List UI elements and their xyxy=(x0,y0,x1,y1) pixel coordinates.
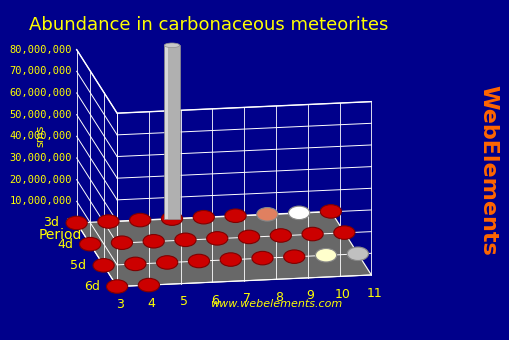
Text: www.webelements.com: www.webelements.com xyxy=(209,299,341,309)
Text: 8: 8 xyxy=(274,291,282,304)
Ellipse shape xyxy=(347,247,367,260)
Text: 20,000,000: 20,000,000 xyxy=(9,175,72,185)
Ellipse shape xyxy=(315,249,336,262)
Ellipse shape xyxy=(143,235,164,248)
Ellipse shape xyxy=(238,230,259,244)
Ellipse shape xyxy=(288,206,309,220)
Text: 40,000,000: 40,000,000 xyxy=(9,131,72,141)
Text: 6: 6 xyxy=(211,294,219,307)
Ellipse shape xyxy=(98,215,119,228)
Text: 10: 10 xyxy=(334,288,350,301)
Polygon shape xyxy=(76,211,371,287)
Text: 60,000,000: 60,000,000 xyxy=(9,88,72,98)
Text: 7: 7 xyxy=(243,292,250,305)
Ellipse shape xyxy=(206,232,228,245)
Text: 6d: 6d xyxy=(83,280,100,293)
Ellipse shape xyxy=(224,209,246,222)
Ellipse shape xyxy=(106,280,127,293)
Text: 3d: 3d xyxy=(43,217,59,230)
Ellipse shape xyxy=(79,237,101,251)
Polygon shape xyxy=(164,45,179,219)
Ellipse shape xyxy=(161,212,182,225)
Ellipse shape xyxy=(138,278,159,292)
Ellipse shape xyxy=(193,210,214,224)
Ellipse shape xyxy=(156,256,178,269)
Ellipse shape xyxy=(111,236,132,250)
Ellipse shape xyxy=(188,254,209,268)
Text: 11: 11 xyxy=(365,287,381,300)
Ellipse shape xyxy=(301,227,323,241)
Text: 50,000,000: 50,000,000 xyxy=(9,109,72,120)
Text: Period: Period xyxy=(39,228,82,242)
Ellipse shape xyxy=(320,205,341,218)
Text: 30,000,000: 30,000,000 xyxy=(9,153,72,163)
Text: 5d: 5d xyxy=(70,259,86,272)
Ellipse shape xyxy=(270,229,291,242)
Text: 80,000,000: 80,000,000 xyxy=(9,45,72,55)
Ellipse shape xyxy=(283,250,304,264)
Ellipse shape xyxy=(129,213,151,227)
Text: 3: 3 xyxy=(116,298,124,311)
Ellipse shape xyxy=(125,257,146,271)
Text: 10,000,000: 10,000,000 xyxy=(9,196,72,206)
Ellipse shape xyxy=(220,253,241,266)
Ellipse shape xyxy=(333,226,354,239)
Text: 70,000,000: 70,000,000 xyxy=(9,66,72,76)
Ellipse shape xyxy=(256,207,277,221)
Text: 4d: 4d xyxy=(57,238,73,251)
Ellipse shape xyxy=(175,233,195,246)
Ellipse shape xyxy=(93,259,114,272)
Ellipse shape xyxy=(251,251,272,265)
Ellipse shape xyxy=(66,216,87,230)
Text: Abundance in carbonaceous meteorites: Abundance in carbonaceous meteorites xyxy=(29,16,387,34)
Text: WebElements: WebElements xyxy=(477,85,497,255)
Text: 4: 4 xyxy=(148,296,155,310)
Polygon shape xyxy=(165,45,168,219)
Ellipse shape xyxy=(164,43,179,48)
Text: 0: 0 xyxy=(66,218,72,228)
Text: 9: 9 xyxy=(306,289,314,302)
Text: 5: 5 xyxy=(179,295,187,308)
Text: sms: sms xyxy=(35,125,45,148)
